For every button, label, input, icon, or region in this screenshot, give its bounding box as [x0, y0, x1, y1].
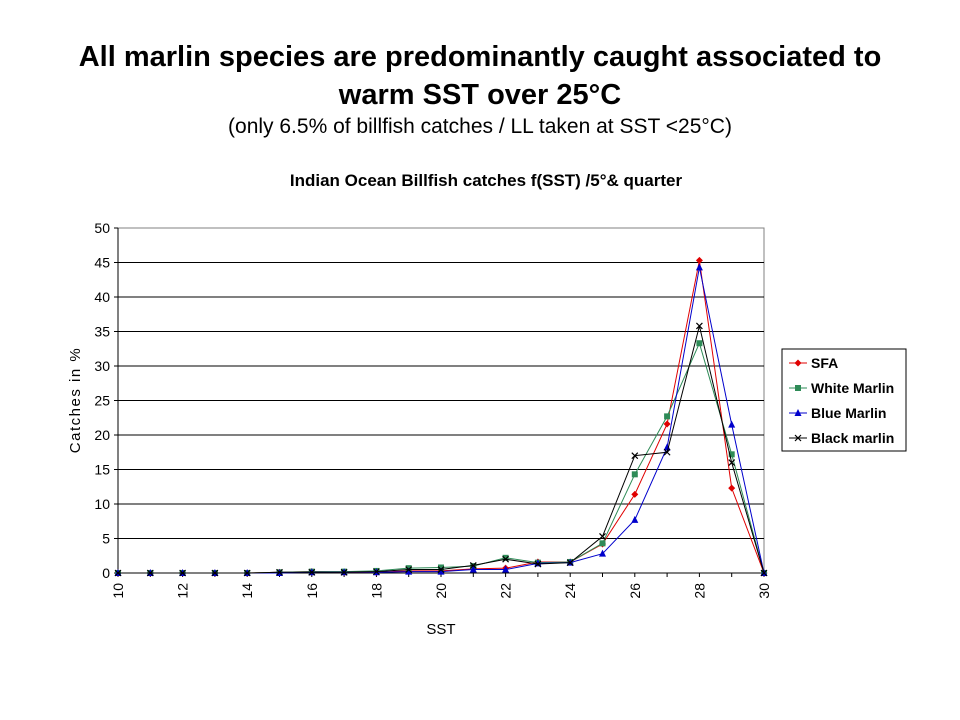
y-tick-label: 20 [94, 427, 110, 443]
data-point-black-marlin [243, 569, 251, 577]
x-tick-label: 20 [433, 583, 449, 599]
y-tick-label: 30 [94, 358, 110, 374]
y-tick-label: 25 [94, 393, 110, 409]
legend-marker-sfa [794, 359, 802, 367]
x-tick-label: 28 [691, 583, 707, 599]
data-point-blue-marlin [405, 567, 413, 575]
data-point-black-marlin [211, 569, 219, 577]
data-point-blue-marlin [502, 565, 510, 573]
data-point-black-marlin [179, 569, 187, 577]
data-point-white-marlin [599, 540, 606, 547]
data-point-blue-marlin [599, 549, 606, 557]
series-black-marlin [114, 322, 768, 577]
y-tick-label: 35 [94, 324, 110, 340]
slide-title-line1: All marlin species are predominantly cau… [78, 41, 882, 73]
y-tick-label: 0 [102, 565, 110, 581]
data-point-blue-marlin [663, 443, 671, 451]
slide-subtitle: (only 6.5% of billfish catches / LL take… [228, 115, 732, 138]
data-point-sfa [631, 490, 639, 498]
data-point-white-marlin [438, 564, 444, 571]
data-point-black-marlin [599, 533, 606, 540]
data-point-white-marlin [664, 413, 671, 420]
chart-title: Indian Ocean Billfish catches f(SST) /5°… [290, 171, 683, 190]
data-point-black-marlin [728, 459, 736, 467]
x-tick-label: 22 [498, 583, 514, 599]
data-point-black-marlin [146, 569, 154, 577]
data-point-blue-marlin [437, 567, 445, 575]
legend-label-blue-marlin: Blue Marlin [811, 405, 886, 421]
y-tick-label: 45 [94, 255, 110, 271]
data-point-blue-marlin [534, 559, 542, 567]
legend-marker-black-marlin [794, 434, 802, 442]
data-point-sfa [695, 256, 703, 264]
legend-label-white-marlin: White Marlin [811, 380, 894, 396]
data-point-sfa [728, 484, 736, 492]
legend-marker-blue-marlin [794, 409, 802, 416]
x-tick-label: 24 [562, 583, 578, 599]
x-tick-label: 30 [756, 583, 772, 599]
slide-title: All marlin species are predominantly cau… [40, 38, 920, 114]
data-point-black-marlin [308, 568, 316, 576]
data-point-black-marlin [534, 560, 542, 568]
data-point-blue-marlin [469, 565, 477, 573]
slide-title-line2: warm SST over 25°C [338, 79, 622, 111]
y-tick-label: 40 [94, 289, 110, 305]
data-point-sfa [663, 420, 671, 428]
y-tick-label: 50 [94, 220, 110, 236]
x-tick-label: 14 [239, 583, 255, 599]
data-point-black-marlin [663, 448, 671, 456]
data-point-black-marlin [405, 566, 413, 573]
data-point-black-marlin [114, 569, 122, 577]
data-point-blue-marlin [695, 263, 703, 271]
x-tick-label: 16 [304, 583, 320, 599]
legend-marker-white-marlin [795, 385, 801, 391]
data-point-black-marlin [437, 566, 445, 573]
data-point-black-marlin [340, 568, 348, 576]
data-point-white-marlin [696, 340, 703, 347]
x-tick-label: 26 [627, 583, 643, 599]
legend-label-black-marlin: Black marlin [811, 430, 894, 446]
legend-box [781, 348, 907, 452]
data-point-blue-marlin [631, 515, 639, 523]
data-point-white-marlin [631, 471, 638, 478]
y-axis-label: Catches in % [67, 347, 84, 453]
y-tick-label: 15 [94, 462, 110, 478]
data-point-black-marlin [469, 561, 477, 569]
data-point-black-marlin [566, 559, 574, 567]
x-tick-label: 18 [368, 583, 384, 599]
x-tick-label: 10 [110, 583, 126, 599]
data-point-black-marlin [372, 568, 380, 576]
legend: SFA White Marlin Blue Marlin Black marlin [781, 348, 907, 452]
y-tick-label: 5 [102, 531, 110, 547]
data-point-white-marlin [502, 554, 509, 561]
y-tick-label: 10 [94, 496, 110, 512]
x-tick-label: 12 [175, 583, 191, 599]
data-point-black-marlin [631, 452, 639, 460]
data-point-black-marlin [695, 322, 703, 330]
data-point-white-marlin [728, 451, 735, 458]
data-point-black-marlin [502, 555, 510, 563]
data-point-black-marlin [276, 568, 283, 576]
data-point-blue-marlin [728, 420, 736, 428]
x-axis-label: SST [426, 621, 455, 638]
data-point-black-marlin [760, 569, 768, 577]
legend-label-sfa: SFA [811, 355, 838, 371]
